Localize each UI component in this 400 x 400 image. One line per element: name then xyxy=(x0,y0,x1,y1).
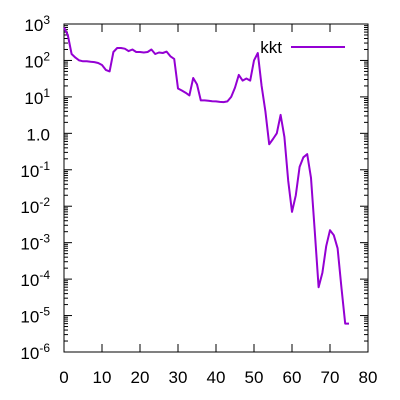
y-tick-label-base: 10 xyxy=(20,235,39,254)
y-tick-label-base: 10 xyxy=(24,16,43,35)
y-tick-label-base: 10 xyxy=(20,308,39,327)
y-tick-label-exponent: -4 xyxy=(39,268,50,282)
y-tick-label: 10-3 xyxy=(20,232,50,254)
x-axis-ticks: 0 10 20 30 40 50 60 70 80 xyxy=(59,24,377,387)
y-tick-label: 10-5 xyxy=(20,305,50,327)
y-tick-label-base: 10 xyxy=(20,162,39,181)
x-tick-label: 60 xyxy=(283,368,302,387)
x-tick-label: 40 xyxy=(207,368,226,387)
y-tick-label: 10-4 xyxy=(20,268,50,290)
x-tick-label: 0 xyxy=(59,368,68,387)
y-tick-label-base: 10 xyxy=(24,89,43,108)
legend-label-kkt: kkt xyxy=(260,38,282,57)
y-tick-label: 103 xyxy=(24,13,50,35)
y-tick-label-exponent: -2 xyxy=(39,195,50,209)
x-tick-label: 30 xyxy=(169,368,188,387)
x-tick-label: 10 xyxy=(93,368,112,387)
y-tick-label-exponent: 1 xyxy=(43,86,50,100)
y-tick-label: 102 xyxy=(24,49,50,71)
x-tick-label: 80 xyxy=(359,368,378,387)
y-tick-label-exponent: 3 xyxy=(43,13,50,27)
y-tick-label: 1.0 xyxy=(26,125,50,144)
y-tick-label-base: 10 xyxy=(20,271,39,290)
x-tick-label: 20 xyxy=(131,368,150,387)
y-tick-label-exponent: -6 xyxy=(39,341,50,355)
y-tick-label-exponent: 2 xyxy=(43,49,50,63)
x-tick-label: 50 xyxy=(245,368,264,387)
plot-frame xyxy=(63,23,369,353)
y-tick-label-base: 10 xyxy=(20,198,39,217)
series-line-kkt xyxy=(63,27,349,325)
y-tick-label-exponent: -5 xyxy=(39,305,50,319)
y-tick-label: 10-6 xyxy=(20,341,50,363)
y-tick-label-exponent: -1 xyxy=(39,159,50,173)
series-layer xyxy=(63,27,349,325)
legend: kkt xyxy=(260,38,345,57)
y-tick-label-base: 10 xyxy=(24,52,43,71)
y-tick-label: 101 xyxy=(24,86,50,108)
y-tick-label: 10-1 xyxy=(20,159,50,181)
y-tick-label-exponent: -3 xyxy=(39,232,50,246)
y-tick-label: 10-2 xyxy=(20,195,50,217)
y-tick-label-base: 10 xyxy=(20,344,39,363)
x-tick-label: 70 xyxy=(321,368,340,387)
